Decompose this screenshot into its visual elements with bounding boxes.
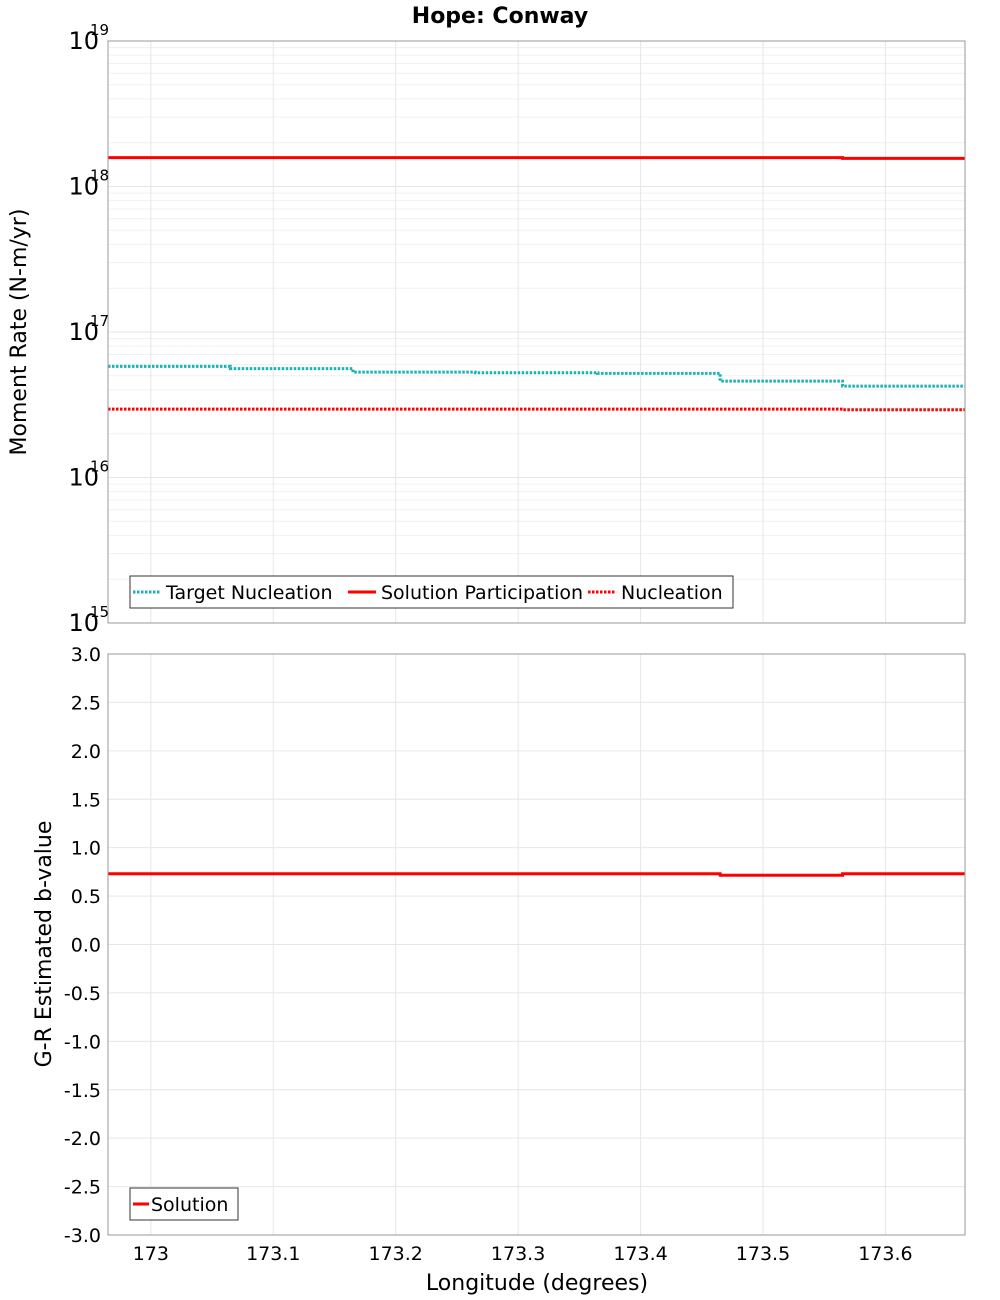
x-tick-label: 173	[133, 1243, 169, 1265]
legend-label: Solution Participation	[381, 582, 583, 604]
bottom-plot-series	[108, 872, 965, 877]
bottom-plot-frame	[107, 653, 966, 1236]
bottom-y-tick-label: -1.5	[64, 1080, 101, 1102]
top-y-tick-exponent: 19	[90, 21, 109, 39]
bottom-y-tick-label: 2.0	[71, 741, 101, 763]
bottom-y-tick-label: -1.0	[64, 1031, 101, 1053]
bottom-y-tick-label: -0.5	[64, 983, 101, 1005]
bottom-y-tick-label: -2.0	[64, 1128, 101, 1150]
bottom-x-ticks: 173 173.1 173.2 173.3 173.4 173.5 173.6	[133, 1243, 913, 1265]
legend-label: Nucleation	[621, 582, 723, 604]
bottom-y-tick-label: 0.0	[71, 935, 101, 957]
legend-box	[129, 575, 734, 609]
top-y-tick-base: 10	[68, 464, 99, 492]
x-tick-label: 173.3	[491, 1243, 545, 1265]
top-y-tick-base: 10	[68, 318, 99, 346]
bottom-y-tick-label: -3.0	[64, 1225, 101, 1247]
top-plot-grid	[108, 40, 965, 624]
legend-label: Target Nucleation	[165, 582, 333, 604]
bottom-y-ticks: 3.0 2.5 2.0 1.5 1.0 0.5 0.0 -0.5 -1.0 -1.5 -2.0 -2.…	[64, 644, 101, 1247]
chart-title: Hope: Conway	[412, 4, 588, 29]
top-plot-series	[108, 156, 965, 412]
bottom-legend: Solution	[129, 1187, 239, 1221]
bottom-plot-grid	[108, 653, 965, 1236]
top-y-tick-exponent: 18	[90, 167, 109, 185]
top-y-tick-base: 10	[68, 173, 99, 201]
top-y-tick-base: 10	[68, 609, 99, 637]
bottom-y-tick-label: 3.0	[71, 644, 101, 666]
x-axis-label: Longitude (degrees)	[426, 1271, 648, 1296]
legend-item: Solution Participation	[348, 582, 583, 604]
bottom-series-line	[108, 872, 965, 877]
bottom-y-tick-label: -2.5	[64, 1177, 101, 1199]
legend-label: Solution	[151, 1194, 228, 1216]
top-plot-frame	[107, 40, 966, 624]
bottom-y-tick-label: 0.5	[71, 886, 101, 908]
top-series-line	[108, 156, 965, 160]
top-y-axis-label: Moment Rate (N-m/yr)	[7, 209, 32, 456]
top-y-tick-exponent: 16	[90, 458, 109, 476]
x-tick-label: 173.2	[369, 1243, 423, 1265]
top-y-tick-base: 10	[68, 27, 99, 55]
legend-item: Nucleation	[588, 582, 723, 604]
bottom-y-tick-label: 2.5	[71, 692, 101, 714]
x-tick-label: 173.6	[858, 1243, 912, 1265]
legend-item: Solution	[133, 1194, 228, 1216]
x-tick-label: 173.5	[736, 1243, 790, 1265]
x-tick-label: 173.1	[246, 1243, 300, 1265]
bottom-y-axis-label: G-R Estimated b-value	[32, 821, 57, 1068]
bottom-y-tick-label: 1.0	[71, 838, 101, 860]
x-tick-label: 173.4	[613, 1243, 667, 1265]
top-series-line	[108, 364, 965, 388]
top-series-line	[108, 407, 965, 412]
top-y-tick-exponent: 17	[90, 312, 109, 330]
top-y-tick-exponent: 15	[90, 603, 109, 621]
legend-item: Target Nucleation	[133, 582, 333, 604]
bottom-y-tick-label: 1.5	[71, 789, 101, 811]
top-legend: Target Nucleation Solution Participation N…	[129, 575, 734, 609]
